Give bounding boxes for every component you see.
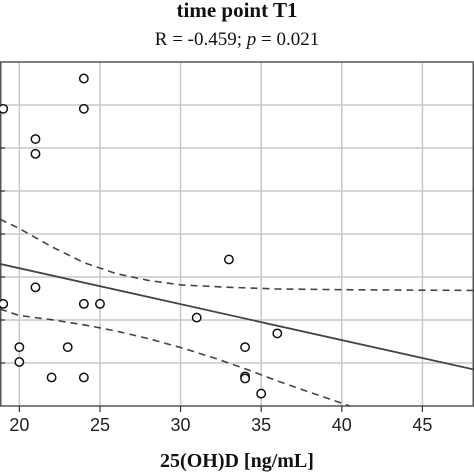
x-tick-label: 35 <box>251 415 271 435</box>
data-point <box>0 103 9 114</box>
ci-upper-line <box>0 218 474 292</box>
data-point <box>46 372 57 383</box>
data-point <box>30 134 41 145</box>
data-point <box>256 388 267 399</box>
data-point <box>240 373 251 384</box>
p-value: = 0.021 <box>256 29 320 50</box>
regression-line-group <box>0 263 474 371</box>
x-tick-label: 25 <box>90 415 110 435</box>
data-point <box>30 148 41 159</box>
data-point <box>78 372 89 383</box>
regression-line <box>0 263 474 371</box>
grid-lines <box>0 62 474 406</box>
x-axis-ticks: 20 25 30 35 40 45 <box>0 104 432 435</box>
data-point <box>14 342 25 353</box>
chart-title: time point T1 <box>176 0 298 22</box>
data-point <box>0 298 9 309</box>
data-point <box>223 254 234 265</box>
data-point <box>30 282 41 293</box>
data-point <box>78 103 89 114</box>
data-point <box>78 73 89 84</box>
x-tick-label: 40 <box>332 415 352 435</box>
x-axis-label: 25(OH)D [ng/mL] <box>160 450 314 472</box>
data-point <box>78 298 89 309</box>
data-points <box>0 73 283 399</box>
x-tick-label: 45 <box>412 415 432 435</box>
data-point <box>62 342 73 353</box>
chart-subtitle: R = -0.459; p = 0.021 <box>0 28 474 52</box>
x-tick-label: 30 <box>171 415 191 435</box>
data-point <box>272 328 283 339</box>
data-point <box>14 357 25 367</box>
ci-lower-line <box>0 308 353 406</box>
confidence-bands <box>0 218 474 406</box>
r-value: R = -0.459; <box>154 29 243 50</box>
data-point <box>240 342 251 353</box>
data-point <box>191 312 202 323</box>
data-point <box>95 298 105 309</box>
p-symbol: p <box>246 29 257 50</box>
x-tick-label: 20 <box>9 415 29 435</box>
